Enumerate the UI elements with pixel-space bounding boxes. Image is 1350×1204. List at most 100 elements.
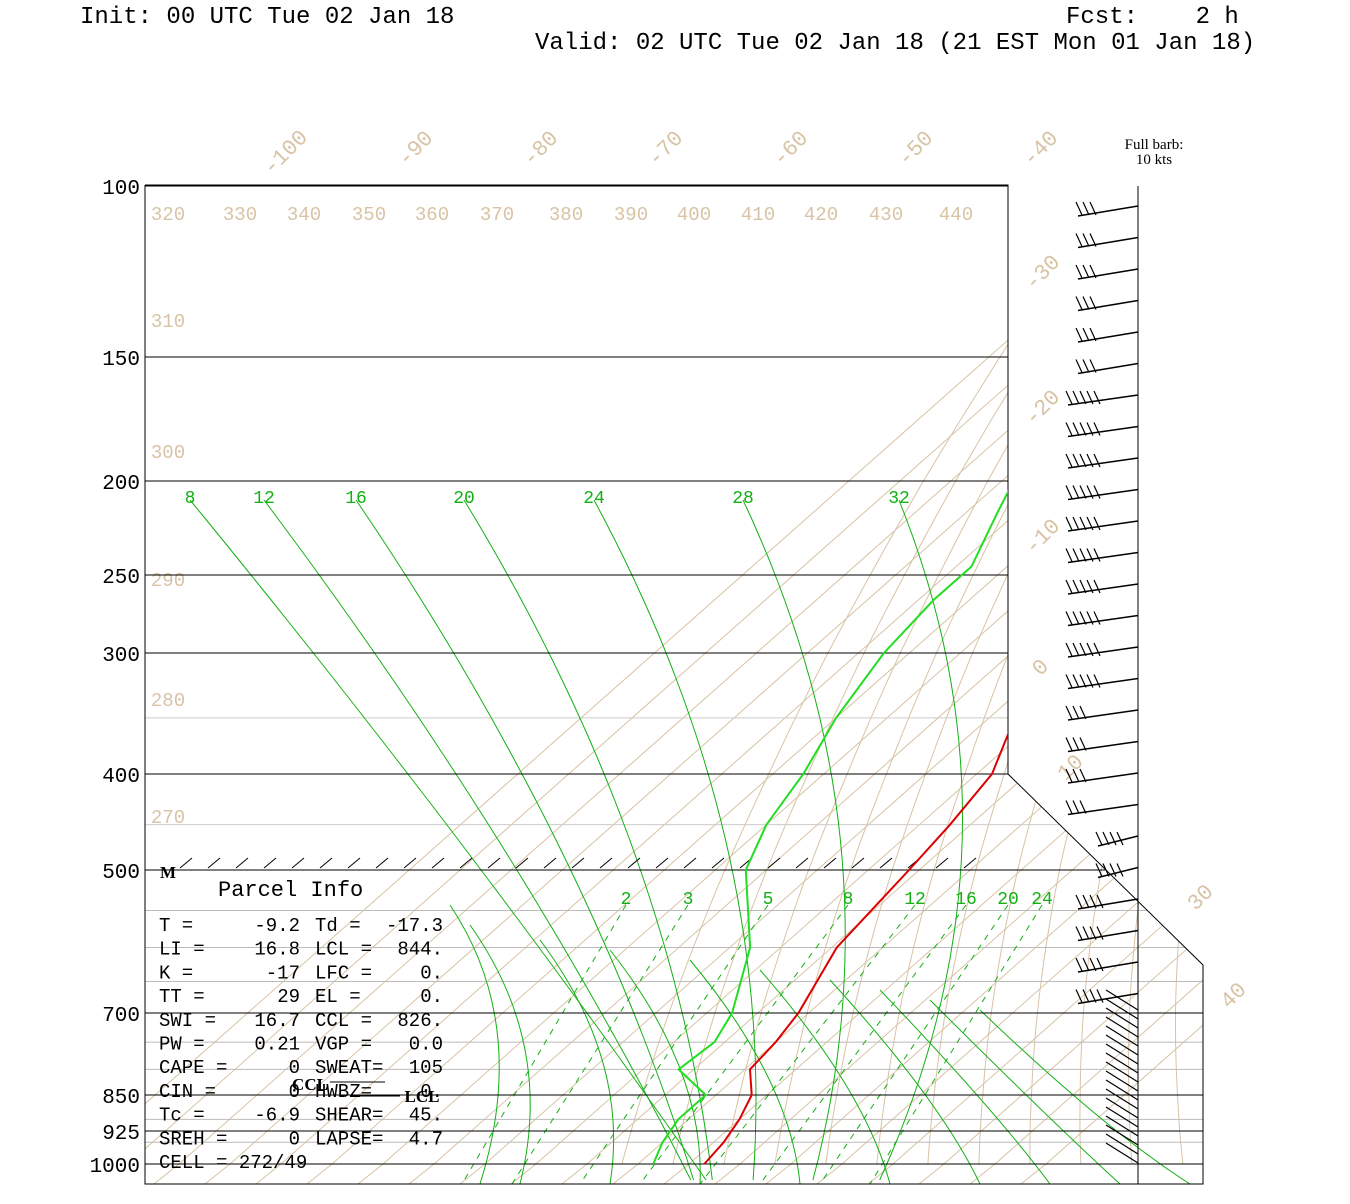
- parcel-key: EL =: [315, 986, 361, 1008]
- theta-label: 410: [741, 204, 775, 226]
- wind-barb-feather: [1073, 423, 1079, 436]
- dry-adiabat-line: [928, 186, 1271, 1164]
- wind-barb-feather: [1080, 612, 1086, 625]
- wind-barb-feather: [1073, 454, 1079, 467]
- parcel-key: SWEAT=: [315, 1057, 383, 1079]
- isotherm-line: [230, 186, 1335, 1164]
- theta-label: 350: [352, 204, 386, 226]
- mixing-ratio-label: 16: [955, 890, 977, 910]
- parcel-value: -9.2: [254, 915, 300, 937]
- isotherm-line: [77, 186, 1182, 1164]
- dry-adiabat-line: [1176, 186, 1350, 1164]
- wind-barb-feather: [1083, 265, 1089, 278]
- hatch-mark: [264, 858, 276, 868]
- wind-barb-feather: [1080, 549, 1086, 562]
- parcel-key: PW =: [159, 1034, 205, 1056]
- wind-barb-feather: [1094, 486, 1100, 499]
- parcel-value: 0: [289, 1057, 300, 1079]
- parcel-key: T =: [159, 915, 193, 937]
- isotherm-line: [332, 186, 1350, 1164]
- wind-barb-feather: [1094, 517, 1100, 530]
- wind-barb-feather: [1066, 549, 1072, 562]
- wind-barb-feather: [1083, 202, 1089, 215]
- parcel-value: 4.7: [409, 1128, 443, 1150]
- wind-barb-feather: [1066, 801, 1072, 814]
- pressure-tick-label: 200: [102, 473, 140, 496]
- isotherm-line: [919, 1164, 944, 1184]
- mixing-ratio-label: 24: [583, 489, 605, 509]
- wind-barb-feather: [1080, 454, 1086, 467]
- wind-barb-feather: [1094, 580, 1100, 593]
- wind-barb-feather: [1094, 549, 1100, 562]
- theta-label: 300: [151, 442, 185, 464]
- hatch-mark: [376, 858, 388, 868]
- wind-barb-feather: [1076, 990, 1082, 1003]
- wind-barb-feather: [1073, 643, 1079, 656]
- parcel-value: 45.: [409, 1105, 443, 1127]
- moist-adiabat-line: [464, 500, 712, 1180]
- wind-barb-feather: [1080, 706, 1086, 719]
- parcel-value: 16.8: [254, 939, 300, 961]
- wind-barb-feather: [1083, 927, 1089, 940]
- isotherm-line: [842, 186, 1350, 1164]
- wind-barb: [1106, 1143, 1138, 1163]
- dry-adiabat-line: [1129, 186, 1350, 1164]
- mixing-ratio-label: 12: [253, 489, 275, 509]
- moist-adiabat-line: [470, 925, 530, 1184]
- wind-barb-feather: [1094, 675, 1100, 688]
- wind-barb-feather: [1076, 265, 1082, 278]
- parcel-key: CAPE =: [159, 1057, 227, 1079]
- wind-barb-feather: [1066, 423, 1072, 436]
- mixing-ratio-label: 16: [345, 489, 367, 509]
- parcel-key: CIN =: [159, 1081, 216, 1103]
- pressure-tick-label: 925: [102, 1123, 140, 1146]
- isotherm-line: [358, 1164, 383, 1184]
- parcel-value: 16.7: [254, 1010, 300, 1032]
- pressure-tick-label: 300: [102, 645, 140, 668]
- wind-barb-feather: [1066, 738, 1072, 751]
- hatch-mark: [432, 858, 444, 868]
- parcel-key: SREH =: [159, 1128, 227, 1150]
- parcel-value: 0.21: [254, 1034, 300, 1056]
- parcel-key: SHEAR=: [315, 1105, 383, 1127]
- wind-barb-feather: [1094, 391, 1100, 404]
- isotherm-line: [817, 1164, 842, 1184]
- wind-barb-feather: [1094, 454, 1100, 467]
- valid-time: Valid: 02 UTC Tue 02 Jan 18 (21 EST Mon …: [535, 30, 1255, 57]
- wind-barb-feather: [1094, 643, 1100, 656]
- parcel-key: CELL = 272/49: [159, 1152, 307, 1174]
- pressure-tick-label: 1000: [90, 1156, 140, 1179]
- moist-adiabat-line: [594, 500, 756, 1180]
- wind-barb-feather: [1066, 643, 1072, 656]
- theta-label: 390: [614, 204, 648, 226]
- wind-barb-feather: [1073, 486, 1079, 499]
- theta-label: 360: [415, 204, 449, 226]
- isotherm-line: [613, 1164, 638, 1184]
- theta-label: 370: [480, 204, 514, 226]
- isotherm-line: [638, 186, 1350, 1164]
- parcel-key: LCL =: [315, 939, 372, 961]
- parcel-key: LAPSE=: [315, 1128, 383, 1150]
- parcel-value: 0: [289, 1081, 300, 1103]
- theta-label: 310: [151, 311, 185, 333]
- wind-barb-feather: [1083, 234, 1089, 247]
- wind-barb-feather: [1073, 675, 1079, 688]
- isotherm-line: [715, 1164, 740, 1184]
- dewpoint-profile-line: [653, 186, 1350, 1164]
- parcel-key: Td =: [315, 915, 361, 937]
- theta-label: 440: [939, 204, 973, 226]
- parcel-value: 0.: [420, 962, 443, 984]
- wind-barb-feather: [1080, 423, 1086, 436]
- wind-barb-feather: [1080, 643, 1086, 656]
- hatch-mark: [208, 858, 220, 868]
- wind-barb-feather: [1066, 391, 1072, 404]
- hatch-mark: [404, 858, 416, 868]
- hatch-mark: [656, 858, 668, 868]
- parcel-key: VGP =: [315, 1034, 372, 1056]
- isotherm-line: [409, 1164, 434, 1184]
- init-time: Init: 00 UTC Tue 02 Jan 18: [80, 4, 454, 31]
- parcel-value: 0.0: [409, 1034, 443, 1056]
- wind-barb: [1106, 1017, 1138, 1037]
